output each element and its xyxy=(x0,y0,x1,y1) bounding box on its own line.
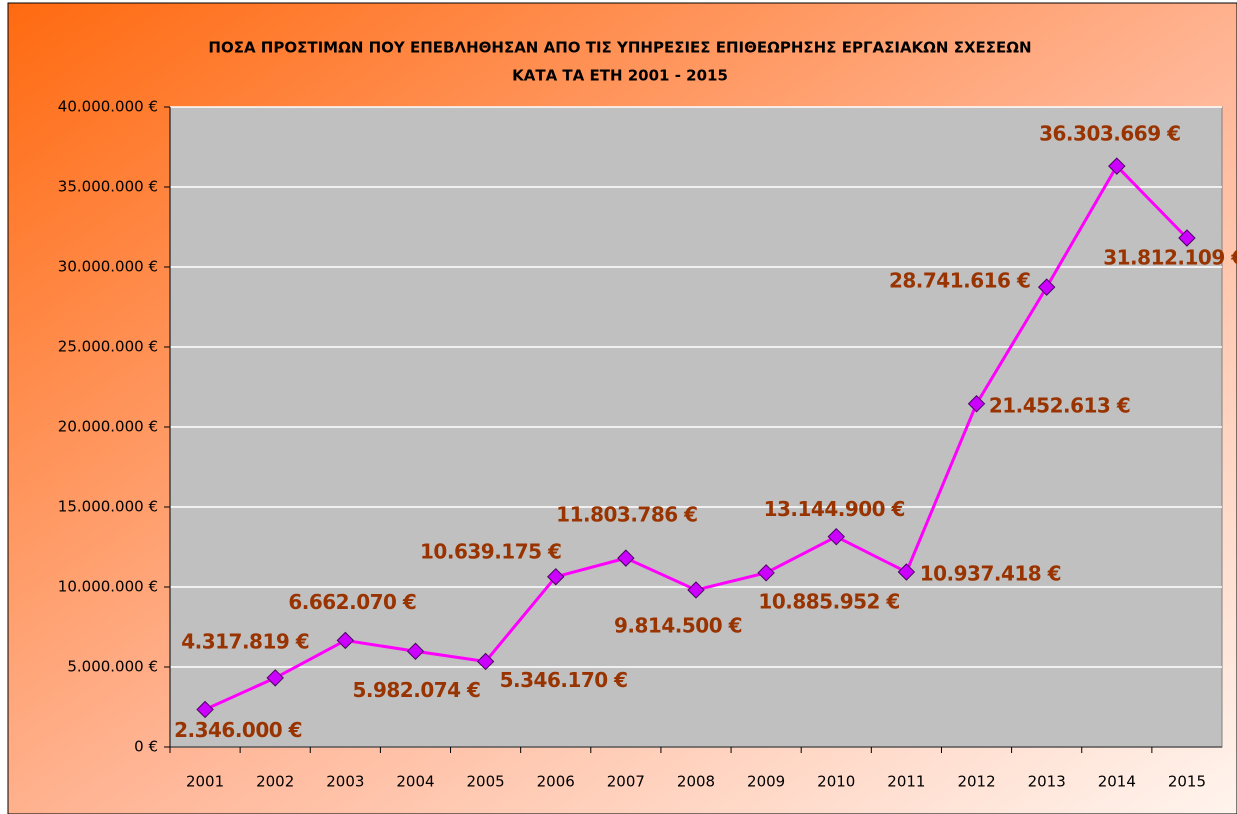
x-tick-label: 2011 xyxy=(887,773,925,791)
x-tick-label: 2008 xyxy=(677,773,715,791)
x-tick-label: 2003 xyxy=(326,773,364,791)
data-marker xyxy=(967,395,986,413)
data-marker xyxy=(687,581,705,599)
data-marker xyxy=(476,652,495,671)
data-label: 31.812.109 € xyxy=(1103,246,1237,270)
data-marker xyxy=(1178,229,1196,247)
data-marker xyxy=(196,700,214,719)
data-label: 2.346.000 € xyxy=(174,718,302,742)
y-tick-label: 0 € xyxy=(134,738,158,756)
y-tick-label: 25.000.000 € xyxy=(58,338,158,356)
data-marker xyxy=(547,568,565,586)
x-tick-label: 2015 xyxy=(1168,773,1206,791)
data-label: 28.741.616 € xyxy=(889,269,1030,293)
x-tick-label: 2001 xyxy=(186,773,224,791)
data-label: 13.144.900 € xyxy=(764,497,905,521)
x-tick-label: 2010 xyxy=(817,773,855,791)
data-marker xyxy=(827,527,845,546)
y-tick-label: 30.000.000 € xyxy=(58,258,158,276)
data-label: 36.303.669 € xyxy=(1039,122,1180,146)
data-marker xyxy=(336,631,355,650)
data-marker xyxy=(1108,157,1126,175)
data-label: 11.803.786 € xyxy=(556,503,697,527)
data-marker xyxy=(406,642,425,660)
x-tick-label: 2014 xyxy=(1098,773,1136,791)
x-tick-label: 2007 xyxy=(607,773,645,791)
data-marker xyxy=(757,564,775,582)
chart-title: ΠΟΣΑ ΠΡΟΣΤΙΜΩΝ ΠΟΥ ΕΠΕΒΛΗΘΗΣΑΝ ΑΠΟ ΤΙΣ Υ… xyxy=(208,39,1031,57)
data-label: 5.982.074 € xyxy=(352,678,480,702)
x-tick-label: 2009 xyxy=(747,773,785,791)
data-marker xyxy=(1037,278,1056,296)
data-label: 6.662.070 € xyxy=(288,590,416,614)
data-label: 4.317.819 € xyxy=(181,629,309,653)
y-tick-label: 20.000.000 € xyxy=(58,418,158,436)
data-marker xyxy=(897,563,916,581)
y-tick-label: 40.000.000 € xyxy=(58,98,158,116)
x-tick-label: 2006 xyxy=(537,773,575,791)
data-label: 10.885.952 € xyxy=(758,589,899,613)
chart-title: ΚΑΤΑ ΤΑ ΕΤΗ 2001 - 2015 xyxy=(512,67,728,85)
x-tick-label: 2013 xyxy=(1028,773,1066,791)
data-label: 5.346.170 € xyxy=(500,668,628,692)
y-tick-label: 15.000.000 € xyxy=(58,498,158,516)
data-label: 9.814.500 € xyxy=(614,613,742,637)
data-marker xyxy=(617,549,635,567)
y-tick-label: 35.000.000 € xyxy=(58,178,158,196)
y-tick-label: 10.000.000 € xyxy=(58,578,158,596)
x-tick-label: 2012 xyxy=(957,773,995,791)
data-label: 21.452.613 € xyxy=(989,393,1130,417)
data-label: 10.937.418 € xyxy=(920,562,1061,586)
x-tick-label: 2005 xyxy=(467,773,505,791)
data-label: 10.639.175 € xyxy=(420,539,561,563)
x-tick-label: 2004 xyxy=(396,773,434,791)
y-tick-label: 5.000.000 € xyxy=(67,658,158,676)
data-marker xyxy=(266,669,284,687)
x-tick-label: 2002 xyxy=(256,773,294,791)
